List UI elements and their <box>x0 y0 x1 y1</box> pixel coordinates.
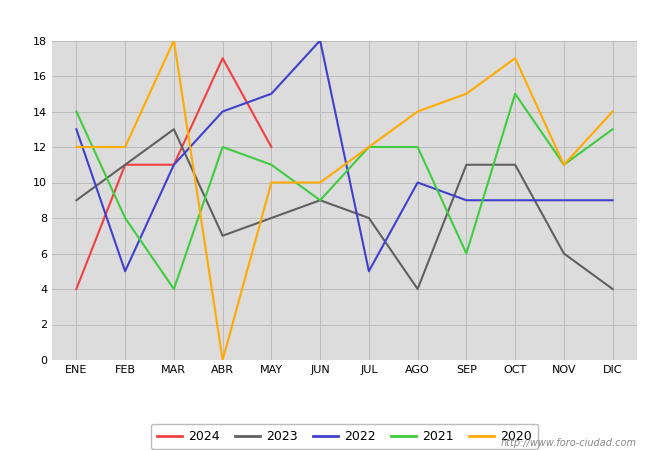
Text: Matriculaciones de Vehiculos en Madridejos: Matriculaciones de Vehiculos en Madridej… <box>144 11 506 29</box>
Text: http://www.foro-ciudad.com: http://www.foro-ciudad.com <box>501 438 637 448</box>
Legend: 2024, 2023, 2022, 2021, 2020: 2024, 2023, 2022, 2021, 2020 <box>151 424 538 449</box>
